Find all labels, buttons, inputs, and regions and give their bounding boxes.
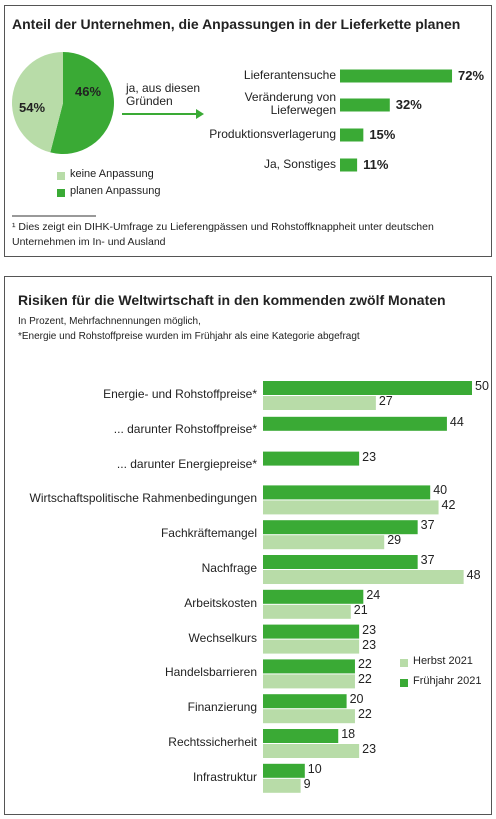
value-label: 22 [357,672,372,687]
legend-swatch [400,659,408,667]
category-label: Wirtschaftspolitische Rahmenbedingungen [29,491,257,506]
value-label: 11% [363,157,389,172]
value-label: 24 [366,587,381,602]
category-label: Fachkräftemangel [160,526,257,541]
chart-title: Anteil der Unternehmen, die Anpassungen … [12,16,461,32]
value-label: 22 [357,657,372,672]
slice-label: 46% [74,84,102,99]
value-label: 23 [362,742,377,756]
bar [263,485,431,500]
category-label: Finanzierung [187,700,257,715]
value-label: 37 [420,518,435,533]
value-label: 10 [307,761,322,776]
legend-swatch [57,172,65,180]
bar [263,381,472,395]
bar [263,674,355,689]
value-label: 21 [353,602,368,617]
legend-swatch [400,679,408,687]
category-label: Infrastruktur [192,769,257,784]
bar [263,451,360,466]
legend-label: Herbst 2021 [413,655,473,667]
category-label: Rechtssicherheit [168,735,257,749]
bar [263,659,355,674]
category-label: Energie- und Rohstoffpreise* [103,387,257,401]
category-label: ... darunter Energiepreise* [116,456,257,471]
value-label: 48 [466,568,481,582]
category-label: ... darunter Rohstoffpreise* [113,421,257,436]
bar [263,555,418,569]
bar [263,763,305,778]
bar [340,69,453,83]
footnote: ¹ Dies zeigt ein DIHK-Umfrage zu Liefere… [12,221,434,248]
chart-title: Risiken für die Weltwirtschaft in den ko… [18,292,446,308]
bar [263,589,364,604]
bar [263,639,360,654]
value-label: 23 [362,637,377,652]
value-label: 37 [420,553,435,567]
value-label: 9 [303,776,311,791]
category-label: Arbeitskosten [184,595,257,610]
value-label: 27 [378,394,393,408]
category-label: Produktionsverlagerung [209,127,336,141]
bar [263,624,360,639]
subtitle: In Prozent, Mehrfachnennungen möglich, *… [18,316,360,342]
pie-slice [50,51,115,154]
legend-label: keine Anpassung [70,168,154,180]
bar [340,128,364,142]
value-label: 20 [349,692,364,707]
value-label: 23 [362,449,377,464]
value-label: 23 [362,622,377,637]
value-label: 44 [449,414,464,429]
value-label: 18 [341,727,356,741]
bar [263,396,376,410]
category-label: Veränderung von Lieferwegen [244,90,336,117]
bar [263,604,351,619]
bar [340,98,390,112]
bar [263,570,464,584]
arrow-head [196,109,204,119]
category-label: Ja, Sonstiges [263,157,336,171]
bar [263,744,360,758]
bar [263,500,439,515]
annotation: ja, aus diesen Gründen [126,81,201,108]
bar [263,520,418,535]
value-label: 42 [441,498,456,513]
value-label: 72% [458,68,485,83]
legend-swatch [57,189,65,197]
bar [340,158,358,172]
category-label: Lieferantensuche [243,68,336,82]
value-label: 50 [475,379,489,393]
value-label: 40 [433,483,448,498]
value-label: 22 [357,707,372,722]
slice-label: 54% [18,100,46,115]
category-label: Handelsbarrieren [164,665,257,680]
legend-label: Frühjahr 2021 [413,675,482,687]
value-label: 29 [387,533,402,548]
bar [263,694,347,709]
bar [263,535,385,550]
category-label: Wechselkurs [188,630,257,645]
panel-border [4,5,492,257]
panel-border [4,276,492,815]
value-label: 32% [395,97,422,112]
bar [263,416,447,431]
bar [263,778,301,793]
category-label: Nachfrage [201,561,257,575]
bar [263,709,355,724]
bar [263,729,339,743]
pie-slice [12,52,64,153]
value-label: 15% [369,127,396,142]
legend-label: planen Anpassung [70,185,161,197]
